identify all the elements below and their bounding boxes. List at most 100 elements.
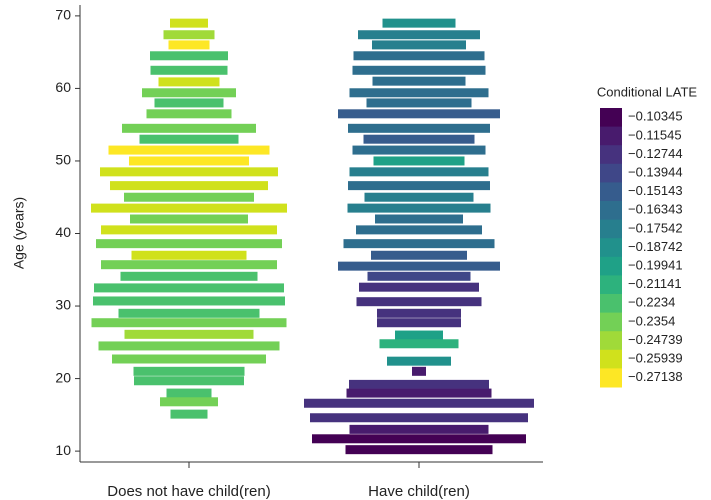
colorbar-label: −0.18742 xyxy=(628,239,683,254)
colorbar-swatch xyxy=(600,238,622,258)
bar xyxy=(352,65,486,75)
bar xyxy=(150,51,228,61)
bar xyxy=(366,98,472,108)
y-axis-label: Age (years) xyxy=(11,197,27,269)
colorbar-swatch xyxy=(600,312,622,332)
bar xyxy=(163,30,215,40)
bar xyxy=(356,297,482,307)
bar xyxy=(375,214,463,224)
colorbar-label: −0.19941 xyxy=(628,258,683,273)
bar xyxy=(349,88,489,98)
bar xyxy=(124,329,254,339)
bar xyxy=(130,214,248,224)
bar xyxy=(359,282,479,292)
colorbar-label: −0.12744 xyxy=(628,146,683,161)
bar xyxy=(129,156,249,166)
bar xyxy=(312,434,526,444)
bar xyxy=(118,308,260,318)
bar xyxy=(348,181,490,191)
bar xyxy=(131,250,247,260)
colorbar-swatch xyxy=(600,163,622,183)
bar xyxy=(377,308,461,318)
bar xyxy=(367,271,471,281)
bar xyxy=(345,445,493,455)
bar xyxy=(139,134,239,144)
bar xyxy=(134,376,244,386)
bar xyxy=(91,318,287,328)
bar xyxy=(91,203,287,213)
bar xyxy=(372,76,466,86)
bar xyxy=(166,388,212,398)
x-tick-label: Have child(ren) xyxy=(368,483,470,500)
bar xyxy=(387,356,451,366)
bar xyxy=(338,109,500,119)
colorbar-label: −0.15143 xyxy=(628,183,683,198)
colorbar-swatch xyxy=(600,108,622,128)
bar xyxy=(377,318,461,328)
colorbar-swatch xyxy=(600,349,622,369)
colorbar-swatch xyxy=(600,294,622,314)
bar xyxy=(356,225,482,235)
colorbar-label: −0.16343 xyxy=(628,202,683,217)
colorbar-swatch xyxy=(600,256,622,276)
colorbar-label: −0.11545 xyxy=(628,127,682,142)
colorbar-label: −0.13944 xyxy=(628,165,683,180)
bar xyxy=(352,145,486,155)
y-tick-label: 10 xyxy=(55,442,71,458)
bar xyxy=(168,40,210,50)
bar xyxy=(372,40,466,50)
y-tick-label: 40 xyxy=(55,224,71,240)
bar xyxy=(124,192,254,202)
bar xyxy=(348,123,490,133)
bar xyxy=(101,225,277,235)
y-tick-label: 50 xyxy=(55,152,71,168)
bar xyxy=(304,398,534,408)
y-tick-label: 20 xyxy=(55,369,71,385)
y-tick-label: 30 xyxy=(55,297,71,313)
colorbar-swatch xyxy=(600,145,622,165)
bar xyxy=(346,388,492,398)
bar xyxy=(364,192,474,202)
colorbar-label: −0.17542 xyxy=(628,220,683,235)
colorbar-swatch xyxy=(600,201,622,221)
colorbar-swatch xyxy=(600,368,622,388)
bar xyxy=(146,109,232,119)
bar xyxy=(349,167,489,177)
bar xyxy=(96,239,282,249)
bar xyxy=(347,203,491,213)
bar xyxy=(395,330,443,340)
bar xyxy=(170,409,208,419)
bar xyxy=(310,413,528,423)
bar xyxy=(154,98,224,108)
bar xyxy=(358,30,480,40)
bar xyxy=(371,250,467,260)
colorbar-swatch xyxy=(600,126,622,146)
colorbar-label: −0.27138 xyxy=(628,369,683,384)
colorbar-swatch xyxy=(600,331,622,351)
colorbar-label: −0.24739 xyxy=(628,332,683,347)
x-tick-label: Does not have child(ren) xyxy=(107,483,270,500)
bar xyxy=(170,18,208,28)
colorbar-label: −0.21141 xyxy=(628,276,682,291)
bar xyxy=(110,181,268,191)
y-tick-label: 70 xyxy=(55,7,71,23)
bar xyxy=(373,156,465,166)
bar xyxy=(133,366,245,376)
colorbar-swatch xyxy=(600,275,622,295)
colorbar-label: −0.10345 xyxy=(628,109,683,124)
bar xyxy=(108,145,270,155)
bar xyxy=(150,65,228,75)
bar xyxy=(98,341,280,351)
bar xyxy=(338,261,500,271)
bar xyxy=(363,134,475,144)
bar xyxy=(112,354,266,364)
bar xyxy=(101,260,277,270)
bar xyxy=(160,397,218,407)
bar xyxy=(100,167,278,177)
bar xyxy=(94,283,284,293)
colorbar-label: −0.25939 xyxy=(628,351,683,366)
bar xyxy=(412,366,426,376)
bar xyxy=(142,88,236,98)
bar xyxy=(343,239,495,249)
